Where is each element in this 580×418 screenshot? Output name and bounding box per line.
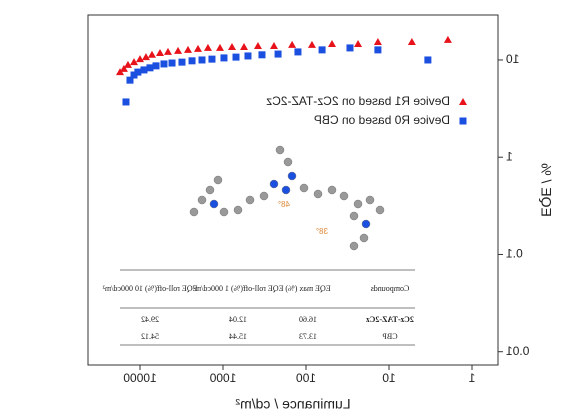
data-point [198,56,206,64]
data-point [130,58,139,66]
table-cell: 13.73 [299,332,317,341]
data-point [240,42,249,50]
inset-table: Compounds EQE max (%)EQE roll-off(%) 1 00… [102,269,415,346]
legend-label: Device R0 based on CBP [314,113,450,127]
data-point [373,38,382,46]
data-point [155,48,164,56]
data-point [374,46,382,54]
data-point [174,46,183,54]
data-point [288,40,297,48]
data-point [346,44,354,52]
data-point [163,47,172,55]
data-point [269,42,278,50]
data-point [244,52,252,60]
y-axis-label: EQE / % [538,163,554,217]
x-tick-label: 10 [382,371,396,385]
data-point [232,53,240,61]
y-tick-label: 0.01 [506,344,530,358]
x-tick-label: 1 [468,371,475,385]
data-point [160,60,168,68]
data-point [258,51,266,59]
table-header: Compounds [371,284,410,293]
data-point [253,42,262,50]
data-point [119,64,128,72]
angle-label: 38° [316,227,328,236]
data-point [140,66,148,74]
angle-label: 48° [278,200,290,209]
x-tick-label: 1000 [209,371,236,385]
data-point [208,55,216,63]
data-point [188,57,196,65]
data-point [130,71,138,79]
legend-marker [459,117,467,125]
data-point [424,56,432,64]
y-tick-label: 1 [506,149,513,163]
data-point [220,54,228,62]
plot-frame [87,14,499,366]
data-point [135,55,144,63]
data-point [274,50,282,58]
data-point [123,60,132,68]
data-point [152,62,160,70]
table-cell: 54.12 [141,332,159,341]
data-point [126,76,134,84]
data-point [194,44,203,52]
data-point [146,64,154,72]
table-header: EQE max (%) [285,284,331,293]
table-cell: 2Cz-TAZ-2Cz [366,315,414,324]
data-point [141,53,150,61]
data-point [327,39,336,47]
table-header: EQE roll-off(%) 1 000cd/m² [192,284,283,293]
data-point [178,58,186,66]
data-point [227,42,236,50]
data-point [116,68,125,76]
y-tick-label: 10 [506,52,520,66]
data-point [354,39,363,47]
data-point [147,50,156,58]
table-cell: 12.04 [229,315,247,324]
table-cell: 16.60 [299,315,317,324]
table-cell: 29.42 [141,315,159,324]
data-point [443,35,452,43]
data-point [122,98,130,106]
data-point [203,43,212,51]
data-point [294,48,302,56]
y-tick-label: 0.1 [506,247,523,261]
x-axis-label: Luminance / cd/m² [235,396,350,412]
data-point [407,38,416,46]
legend-marker [459,98,467,105]
data-point [215,43,224,51]
molecule [189,145,385,251]
x-tick-label: 100 [296,371,316,385]
table-cell: CBP [382,332,398,341]
legend-label: Device R1 based on 2Cz-TAZ-2Cz [266,94,450,108]
data-point [168,59,176,67]
data-point [183,45,192,53]
table-cell: 15.44 [229,332,247,341]
data-point [318,46,326,54]
data-point [134,68,142,76]
table-header: EQE roll-off(%) 10 000cd/m² [102,284,197,293]
x-tick-label: 10000 [123,371,157,385]
data-point [307,40,316,48]
